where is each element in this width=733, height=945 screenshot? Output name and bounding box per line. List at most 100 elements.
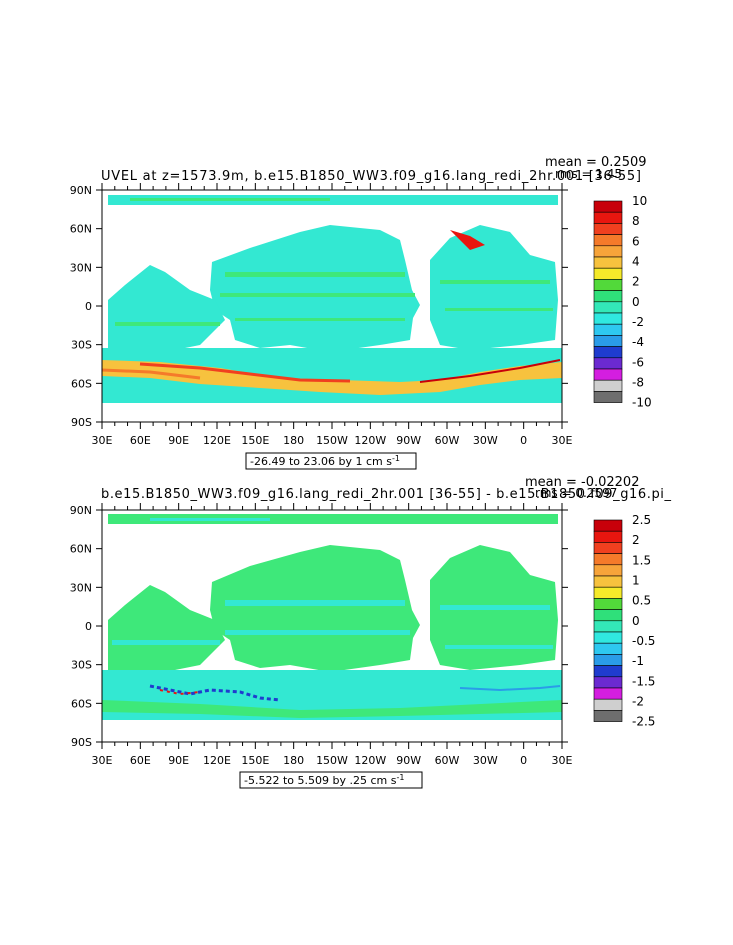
colorbar-swatch	[593, 598, 623, 610]
colorbar-swatch	[593, 323, 623, 336]
colorbar-label: 0	[632, 614, 640, 628]
colorbar-label: 0	[632, 295, 640, 309]
colorbar-swatch	[593, 357, 623, 370]
colorbar-swatch	[593, 676, 623, 689]
colorbar-label: -2	[632, 694, 644, 708]
lat-tick-label: 90S	[71, 416, 92, 429]
colorbar-swatch	[593, 346, 623, 359]
colorbar-swatch	[593, 200, 623, 213]
panel-2-range-sup: -1	[396, 773, 404, 782]
panel-1-map	[101, 189, 563, 423]
panel-1-rms: rms = 1.45	[555, 167, 622, 181]
colorbar-swatch	[593, 575, 623, 588]
colorbar-label: 6	[632, 234, 640, 248]
lon-tick-label: 180	[283, 754, 304, 767]
lon-tick-label: 150W	[316, 434, 348, 447]
colorbar-label: 1	[632, 573, 640, 587]
colorbar-label: 2.5	[632, 513, 651, 527]
colorbar-label: 1.5	[632, 553, 651, 567]
lon-tick-label: 90E	[168, 754, 189, 767]
lon-tick-label: 180	[283, 434, 304, 447]
lat-tick-label: 30N	[70, 581, 92, 594]
colorbar-swatch	[593, 391, 623, 403]
colorbar-label: -4	[632, 335, 644, 349]
colorbar-swatch	[593, 519, 623, 532]
lon-tick-label: 150W	[316, 754, 348, 767]
lon-tick-label: 90E	[168, 434, 189, 447]
lon-tick-label: 0	[520, 434, 527, 447]
colorbar-label: -8	[632, 375, 644, 389]
colorbar-swatch	[593, 279, 623, 291]
lon-tick-label: 90W	[396, 434, 421, 447]
colorbar-swatch	[593, 564, 623, 577]
lon-tick-label: 60W	[435, 754, 460, 767]
colorbar-swatch	[593, 687, 623, 700]
colorbar-label: -1	[632, 654, 644, 668]
colorbar-label: -0.5	[632, 634, 655, 648]
svg-text:-5.522 to 5.509 by .25 cm s-1: -5.522 to 5.509 by .25 cm s-1	[244, 773, 404, 787]
colorbar-label: -10	[632, 396, 652, 410]
colorbar-swatch	[593, 710, 623, 722]
lon-tick-label: 90W	[396, 754, 421, 767]
colorbar-swatch	[593, 530, 623, 543]
acc-anomaly-pattern	[149, 684, 281, 702]
lon-tick-label: 120E	[203, 754, 231, 767]
colorbar-label: -1.5	[632, 674, 655, 688]
colorbar-label: 10	[632, 194, 647, 208]
colorbar-label: 0.5	[632, 594, 651, 608]
panel-2-range-box: -5.522 to 5.509 by .25 cm s-1	[239, 771, 423, 789]
colorbar-swatch	[593, 234, 623, 247]
panel-1: mean = 0.2509 rms = 1.45 UVEL at z=1573.…	[70, 155, 652, 470]
lon-tick-label: 30W	[473, 754, 498, 767]
colorbar-swatch	[593, 379, 623, 392]
panel-2-title: b.e15.B1850_WW3.f09_g16.lang_redi_2hr.00…	[101, 487, 672, 502]
colorbar-swatch	[593, 245, 623, 258]
colorbar-swatch	[593, 256, 623, 269]
panel-2: mean = -0.02202 rms = 0.2597 b.e15.B1850…	[70, 475, 672, 789]
lon-tick-label: 150E	[241, 434, 269, 447]
panel-2-colorbar: 2.5 2 1.5 1 0.5 0 -0.5 -1 -1.5 -2 -2.5	[593, 513, 655, 729]
lon-tick-label: 150E	[241, 754, 269, 767]
ocean-north-atlantic	[430, 225, 558, 350]
ocean-north-pacific	[210, 545, 420, 672]
colorbar-label: 8	[632, 214, 640, 228]
lon-tick-label: 120E	[203, 434, 231, 447]
ocean-indian	[108, 585, 225, 675]
lat-tick-label: 90N	[70, 504, 92, 517]
panel-1-colorbar: 10 8 6 4 2 0 -2 -4 -6 -8 -10	[593, 194, 652, 410]
lon-tick-label: 0	[520, 754, 527, 767]
ocean-indian	[108, 265, 225, 355]
colorbar-swatch	[593, 368, 623, 381]
lat-tick-label: 90N	[70, 184, 92, 197]
lon-tick-label: 30E	[92, 754, 113, 767]
lat-tick-label: 60N	[70, 543, 92, 556]
lon-tick-label: 60W	[435, 434, 460, 447]
panel-2-range: -5.522 to 5.509 by .25 cm s	[244, 774, 397, 787]
panel-1-range-box: -26.49 to 23.06 by 1 cm s-1	[245, 452, 417, 470]
lat-tick-label: 60N	[70, 223, 92, 236]
colorbar-label: -6	[632, 355, 644, 369]
panel-1-range-sup: -1	[392, 454, 400, 463]
panel-2-rms: rms = 0.2597	[535, 486, 617, 500]
colorbar-swatch	[593, 290, 623, 303]
lat-tick-label: 30S	[71, 659, 92, 672]
lat-tick-label: 30N	[70, 261, 92, 274]
colorbar-label: -2	[632, 315, 644, 329]
colorbar-swatch	[593, 553, 623, 566]
colorbar-swatch	[593, 335, 623, 347]
colorbar-swatch	[593, 312, 623, 325]
colorbar-swatch	[593, 654, 623, 666]
lon-tick-label: 30E	[552, 434, 573, 447]
panel-2-mean: mean = -0.02202	[525, 475, 639, 490]
lon-tick-label: 60E	[130, 434, 151, 447]
panel-1-title: UVEL at z=1573.9m, b.e15.B1850_WW3.f09_g…	[101, 169, 641, 184]
lat-tick-label: 0	[85, 620, 92, 633]
panel-1-mean: mean = 0.2509	[545, 155, 647, 170]
lon-tick-label: 60E	[130, 754, 151, 767]
colorbar-swatch	[593, 267, 623, 280]
lon-tick-label: 120W	[354, 754, 386, 767]
colorbar-swatch	[593, 223, 623, 235]
colorbar-swatch	[593, 631, 623, 644]
